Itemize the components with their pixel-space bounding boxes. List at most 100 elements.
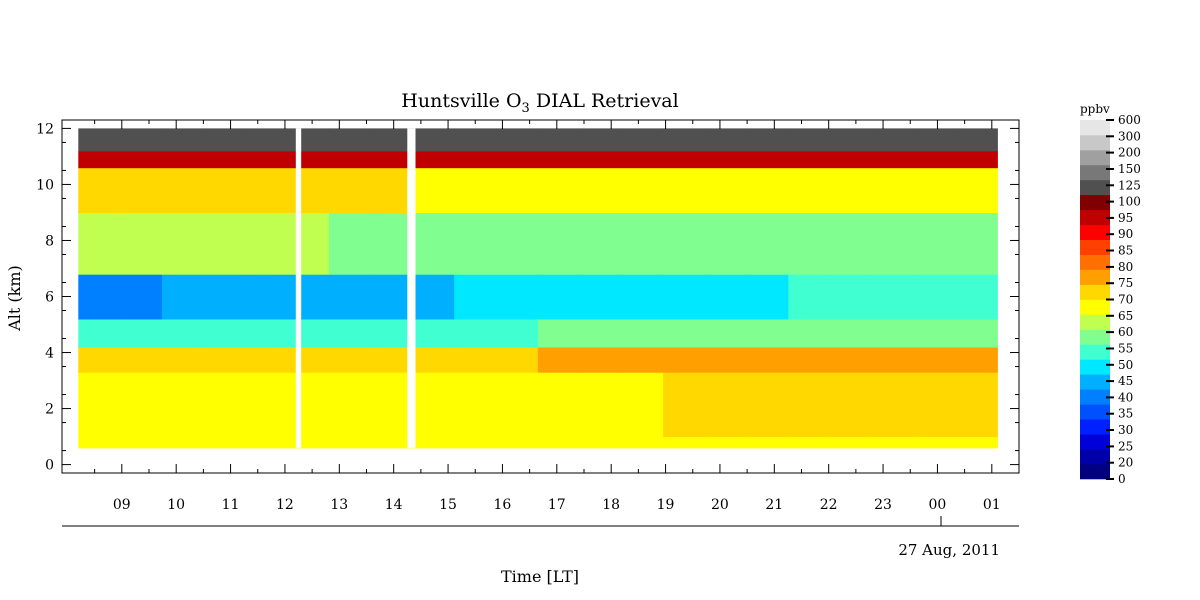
heatmap-cell — [663, 212, 706, 275]
heatmap-cell — [78, 150, 121, 169]
heatmap-cell — [370, 150, 414, 169]
heatmap-cell — [955, 212, 998, 275]
heatmap-cell — [287, 212, 330, 275]
heatmap-cell — [704, 346, 748, 373]
heatmap-cell — [579, 346, 622, 373]
heatmap-cell — [704, 212, 748, 275]
colorbar-tick-label: 600 — [1118, 113, 1141, 127]
heatmap-cell — [537, 372, 581, 438]
heatmap-cell — [621, 167, 664, 213]
heatmap-cell — [370, 318, 414, 348]
heatmap-cell — [830, 212, 873, 275]
heatmap-cell — [245, 318, 288, 348]
heatmap-cell — [78, 346, 121, 373]
heatmap-cell — [412, 274, 455, 320]
colorbar-tick-label: 20 — [1118, 456, 1133, 470]
heatmap-cell — [496, 346, 539, 373]
heatmap-cell — [412, 212, 455, 275]
heatmap-cell — [871, 346, 915, 373]
heatmap-cell — [287, 436, 330, 449]
heatmap-cell — [78, 128, 121, 152]
heatmap-cell — [370, 274, 414, 320]
heatmap-cell — [120, 274, 163, 320]
ozone-heatmap — [78, 128, 998, 449]
x-tick-label: 09 — [113, 497, 131, 513]
heatmap-cell — [579, 436, 622, 449]
heatmap-cell — [245, 167, 288, 213]
heatmap-cell — [871, 150, 915, 169]
heatmap-cell — [913, 372, 957, 438]
y-axis: 0 2 4 6 8 10 12 — [36, 121, 1019, 474]
heatmap-cell — [704, 167, 748, 213]
heatmap-cell — [788, 346, 831, 373]
heatmap-cell — [454, 318, 497, 348]
heatmap-cell — [537, 346, 581, 373]
data-gap — [295, 128, 302, 448]
heatmap-cell — [287, 346, 330, 373]
heatmap-cell — [203, 346, 246, 373]
heatmap-cell — [913, 150, 957, 169]
colorbar-tick-label: 45 — [1118, 374, 1133, 388]
heatmap-cell — [328, 318, 372, 348]
heatmap-cell — [621, 274, 664, 320]
colorbar-swatch — [1080, 239, 1110, 255]
heatmap-cell — [328, 212, 372, 275]
heatmap-cell — [746, 167, 789, 213]
heatmap-cell — [245, 372, 288, 438]
colorbar-swatch — [1080, 329, 1110, 345]
heatmap-cell — [454, 150, 497, 169]
heatmap-cell — [913, 212, 957, 275]
colorbar-swatch — [1080, 120, 1110, 136]
x-tick-label: 10 — [167, 497, 185, 513]
heatmap-cell — [830, 372, 873, 438]
colorbar-tick-label: 65 — [1118, 309, 1133, 323]
heatmap-cell — [788, 150, 831, 169]
heatmap-cell — [788, 436, 831, 449]
heatmap-cell — [746, 436, 789, 449]
x-tick-label: 18 — [602, 497, 620, 513]
colorbar-swatch — [1080, 374, 1110, 390]
colorbar-swatch — [1080, 209, 1110, 226]
x-tick-label: 17 — [548, 497, 566, 513]
colorbar-tick-label: 70 — [1118, 293, 1133, 307]
heatmap-cell — [161, 372, 205, 438]
heatmap-cell — [496, 318, 539, 348]
heatmap-cell — [663, 436, 706, 449]
heatmap-cell — [621, 212, 664, 275]
heatmap-cell — [871, 436, 915, 449]
heatmap-cell — [245, 128, 288, 152]
heatmap-cell — [579, 212, 622, 275]
colorbar: 0 20 25 30 35 40 45 50 55 60 65 70 75 80 85 90 95 100 125 1… — [1080, 113, 1141, 486]
heatmap-cell — [746, 274, 789, 320]
colorbar-tick-label: 200 — [1118, 146, 1141, 160]
x-axis-label: Time [LT] — [501, 567, 579, 586]
heatmap-cell — [955, 346, 998, 373]
heatmap-cell — [788, 372, 831, 438]
heatmap-cell — [704, 436, 748, 449]
colorbar-swatch — [1080, 299, 1110, 315]
heatmap-cell — [579, 128, 622, 152]
heatmap-cell — [328, 274, 372, 320]
heatmap-cell — [913, 167, 957, 213]
x-tick-label: 21 — [765, 497, 783, 513]
heatmap-cell — [328, 167, 372, 213]
colorbar-tick-label: 0 — [1118, 472, 1126, 486]
heatmap-cell — [746, 150, 789, 169]
heatmap-cell — [621, 150, 664, 169]
heatmap-cell — [871, 167, 915, 213]
heatmap-cell — [788, 318, 831, 348]
heatmap-cell — [704, 318, 748, 348]
colorbar-tick-label: 55 — [1118, 342, 1133, 356]
colorbar-unit: ppbv — [1080, 102, 1110, 116]
heatmap-cell — [412, 150, 455, 169]
heatmap-cell — [454, 167, 497, 213]
y-tick-label: 12 — [36, 121, 54, 137]
heatmap-cell — [370, 212, 414, 275]
heatmap-cell — [161, 212, 205, 275]
heatmap-cell — [579, 150, 622, 169]
heatmap-cell — [370, 346, 414, 373]
heatmap-cell — [537, 274, 581, 320]
y-axis-label: Alt (km) — [5, 265, 24, 332]
colorbar-tick-label: 80 — [1118, 260, 1133, 274]
heatmap-cell — [871, 274, 915, 320]
